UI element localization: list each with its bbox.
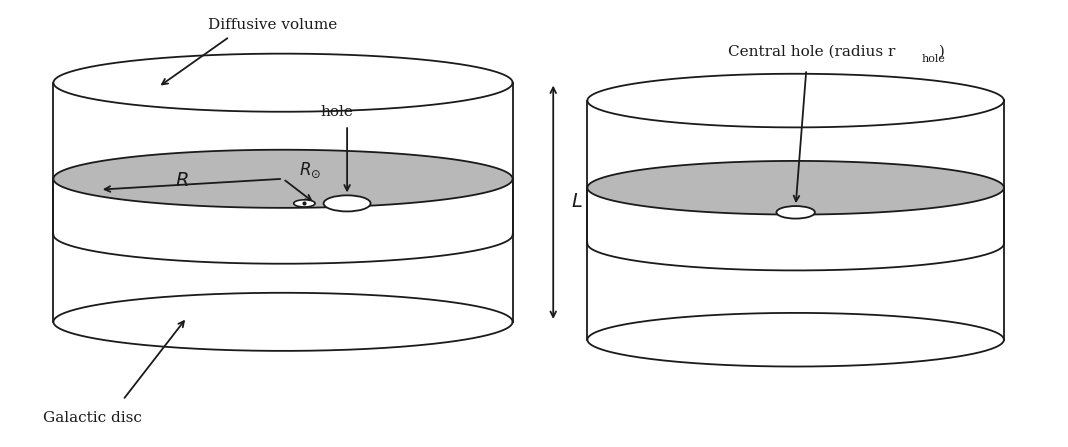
Polygon shape <box>587 161 1004 215</box>
Text: ): ) <box>934 44 945 59</box>
Text: Diffusive volume: Diffusive volume <box>207 17 337 32</box>
Polygon shape <box>587 313 1004 367</box>
Polygon shape <box>53 293 513 351</box>
Text: $L$: $L$ <box>571 193 582 211</box>
Text: $R$: $R$ <box>175 172 188 190</box>
Ellipse shape <box>294 200 315 207</box>
Ellipse shape <box>324 195 371 211</box>
Text: Central hole (radius r: Central hole (radius r <box>728 44 895 59</box>
Text: hole: hole <box>922 54 945 64</box>
Text: Galactic disc: Galactic disc <box>43 411 142 425</box>
Text: $R_{\odot}$: $R_{\odot}$ <box>299 160 320 180</box>
Ellipse shape <box>776 206 815 219</box>
Polygon shape <box>53 150 513 208</box>
Text: hole: hole <box>320 105 352 119</box>
